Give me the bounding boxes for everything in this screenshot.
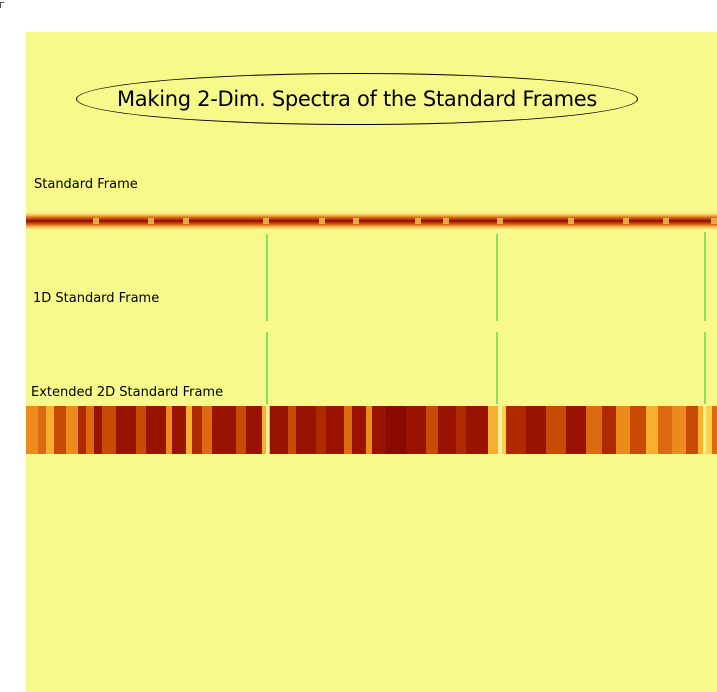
- thin-band-gap: [93, 218, 99, 224]
- spectrum-column: [698, 406, 706, 454]
- spectrum-column: [426, 406, 438, 454]
- spectrum-column: [136, 406, 146, 454]
- spectrum-column: [352, 406, 366, 454]
- corner-mark: [0, 2, 4, 8]
- spectrum-column: [166, 406, 172, 454]
- spectrum-column: [202, 406, 212, 454]
- thin-band-gap: [415, 218, 421, 224]
- spectrum-column: [246, 406, 262, 454]
- spectrum-column: [646, 406, 658, 454]
- spectrum-column: [526, 406, 546, 454]
- emission-line: [266, 406, 269, 454]
- standard-frame-spectrum: [26, 211, 717, 231]
- spectrum-column: [616, 406, 630, 454]
- thin-band-gap: [148, 218, 154, 224]
- spectrum-column: [288, 406, 296, 454]
- spectrum-column: [54, 406, 66, 454]
- spectrum-column: [38, 406, 46, 454]
- diagram-title: Making 2-Dim. Spectra of the Standard Fr…: [116, 87, 598, 111]
- thin-band-gap: [711, 218, 717, 224]
- spectrum-column: [326, 406, 344, 454]
- thin-band-gap: [443, 218, 449, 224]
- spectrum-column: [438, 406, 456, 454]
- spectrum-column: [672, 406, 686, 454]
- thin-band-gap: [623, 218, 629, 224]
- spectrum-column: [26, 406, 38, 454]
- spectrum-column: [466, 406, 488, 454]
- spectrum-column: [344, 406, 352, 454]
- spectrum-column: [102, 406, 116, 454]
- spectrum-column: [146, 406, 166, 454]
- spectrum-column: [712, 406, 717, 454]
- diagram-panel: [26, 32, 717, 692]
- spectrum-column: [236, 406, 246, 454]
- spectrum-column: [172, 406, 186, 454]
- thin-band-gap: [663, 218, 669, 224]
- spectrum-column: [488, 406, 498, 454]
- thin-band-gap: [353, 218, 359, 224]
- spectrum-column: [546, 406, 566, 454]
- emission-line: [498, 406, 502, 454]
- label-extended-2d-standard-frame: Extended 2D Standard Frame: [31, 385, 224, 400]
- spectrum-column: [586, 406, 602, 454]
- spectrum-column: [602, 406, 616, 454]
- spectrum-column: [296, 406, 316, 454]
- spectrum-column: [212, 406, 236, 454]
- spectrum-column: [386, 406, 406, 454]
- spectrum-column: [66, 406, 78, 454]
- spectrum-column: [686, 406, 698, 454]
- spectrum-column: [630, 406, 646, 454]
- spectrum-column: [186, 406, 192, 454]
- spectrum-column: [566, 406, 586, 454]
- spectrum-column: [86, 406, 94, 454]
- thin-band-gap: [568, 218, 574, 224]
- extended-2d-spectrum: [26, 406, 717, 454]
- spectrum-column: [316, 406, 326, 454]
- spectrum-column: [270, 406, 288, 454]
- label-1d-standard-frame: 1D Standard Frame: [33, 291, 160, 306]
- thin-band-gap: [319, 218, 325, 224]
- spectrum-column: [706, 406, 712, 454]
- spectrum-column: [406, 406, 426, 454]
- title-ellipse: [76, 73, 638, 125]
- spectrum-column: [94, 406, 102, 454]
- spectrum-column: [78, 406, 86, 454]
- spectrum-column: [372, 406, 386, 454]
- spectrum-column: [46, 406, 54, 454]
- thin-band-gap: [497, 218, 503, 224]
- spectrum-column: [192, 406, 202, 454]
- thin-band-gap: [263, 218, 269, 224]
- spectrum-column: [456, 406, 466, 454]
- spectrum-column: [658, 406, 672, 454]
- emission-line: [703, 406, 706, 454]
- label-standard-frame: Standard Frame: [34, 177, 138, 192]
- spectrum-column: [506, 406, 526, 454]
- spectrum-column: [116, 406, 136, 454]
- spectrum-column: [366, 406, 372, 454]
- thin-band-gap: [183, 218, 189, 224]
